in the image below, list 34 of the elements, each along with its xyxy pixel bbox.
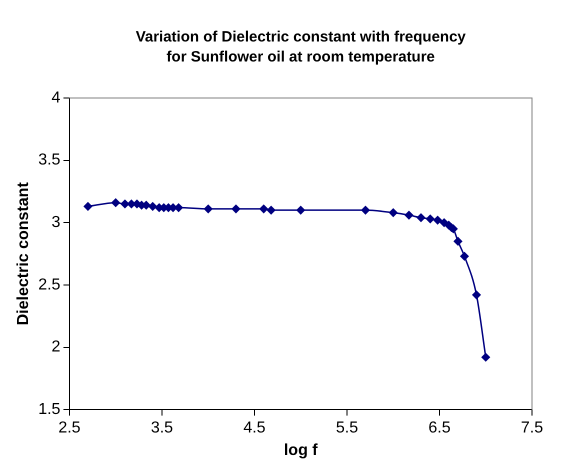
point	[460, 252, 469, 261]
point	[404, 210, 414, 220]
x-tick-label: 5.5	[336, 420, 358, 437]
y-tick-label: 3	[52, 214, 61, 232]
point	[361, 206, 370, 214]
point	[232, 204, 240, 214]
point	[204, 204, 212, 214]
point	[416, 213, 426, 222]
y-tick-label: 2	[52, 338, 61, 356]
chart-title: Variation of Dielectric constant with frequency for Sunflower oil at room temperature	[136, 28, 466, 66]
point	[148, 202, 157, 211]
y-tick-label: 3.5	[38, 152, 61, 169]
y-axis-title: Dielectric constant	[15, 182, 32, 326]
x-tick-label: 4.5	[243, 420, 266, 437]
point	[440, 218, 448, 227]
x-tick-label: 7.5	[520, 420, 544, 437]
point	[454, 237, 462, 246]
y-tick-label: 1.5	[38, 401, 61, 418]
point	[388, 208, 398, 217]
point	[266, 206, 276, 214]
point	[259, 204, 268, 214]
point	[120, 200, 130, 208]
x-tick-label: 6.5	[428, 420, 451, 437]
y-tick-label: 2.5	[38, 276, 61, 294]
point	[433, 216, 442, 224]
point	[481, 353, 490, 362]
point	[296, 206, 305, 214]
x-tick-label: 3.5	[150, 420, 174, 437]
point	[426, 214, 434, 224]
x-axis-title: log f	[284, 442, 318, 459]
point	[111, 198, 120, 207]
y-tick-label: 4	[52, 89, 61, 106]
point	[84, 202, 92, 211]
point	[472, 290, 481, 300]
